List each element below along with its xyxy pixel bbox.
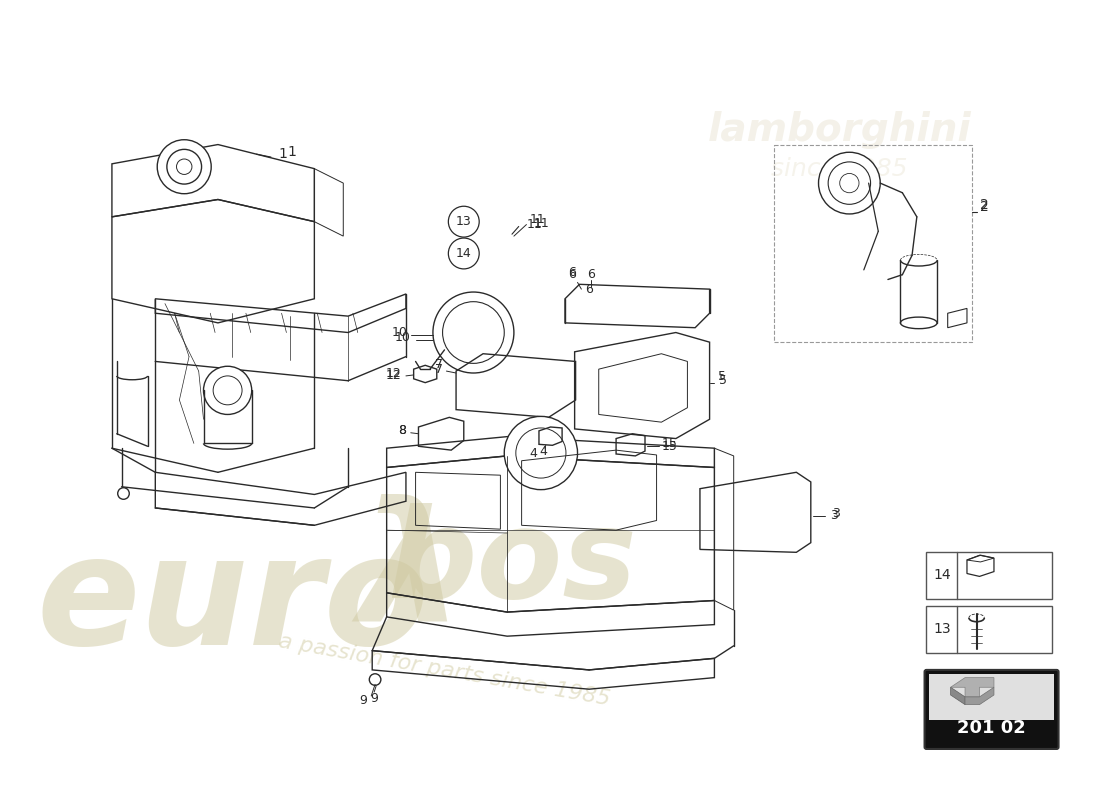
Text: 15: 15 (661, 440, 678, 453)
Text: 11: 11 (534, 217, 549, 230)
Circle shape (504, 416, 578, 490)
Text: 15: 15 (661, 437, 678, 450)
Text: 14: 14 (455, 247, 472, 260)
Bar (926, 552, 1052, 598)
Text: 3: 3 (830, 509, 838, 522)
Text: 7: 7 (434, 362, 442, 376)
Text: 1: 1 (278, 147, 287, 161)
Text: 4: 4 (539, 445, 547, 458)
Polygon shape (950, 678, 994, 697)
Circle shape (157, 140, 211, 194)
Text: 5: 5 (719, 374, 727, 387)
Circle shape (433, 292, 514, 373)
Bar (930, 674, 1054, 720)
Text: 6: 6 (585, 282, 593, 296)
Text: λ: λ (358, 492, 463, 655)
Text: 11: 11 (529, 214, 546, 226)
Text: 2: 2 (979, 200, 988, 214)
Text: 11: 11 (527, 218, 542, 231)
Text: 10: 10 (395, 331, 410, 344)
Text: 10: 10 (392, 326, 408, 339)
Text: 6: 6 (568, 268, 575, 281)
Text: 12: 12 (385, 370, 402, 382)
Circle shape (167, 150, 201, 184)
Circle shape (204, 366, 252, 414)
Text: since 1985: since 1985 (771, 157, 907, 181)
Circle shape (828, 162, 870, 204)
Bar (926, 606, 1052, 653)
Text: 4: 4 (529, 446, 537, 459)
Text: 6: 6 (587, 268, 595, 281)
Text: 3: 3 (832, 507, 840, 520)
Text: 12: 12 (385, 366, 402, 379)
Text: 6: 6 (568, 266, 575, 279)
Circle shape (449, 206, 480, 237)
Circle shape (118, 488, 130, 499)
Text: 7: 7 (434, 358, 442, 371)
Circle shape (516, 428, 566, 478)
Text: 5: 5 (718, 370, 726, 383)
Bar (774, 145, 971, 342)
Polygon shape (950, 687, 965, 705)
Text: bos: bos (387, 503, 637, 624)
Text: 8: 8 (398, 424, 406, 438)
Text: euro: euro (36, 528, 429, 677)
Text: 2: 2 (979, 198, 988, 212)
Text: 201 02: 201 02 (957, 718, 1025, 737)
Circle shape (370, 674, 381, 686)
Circle shape (818, 152, 880, 214)
Circle shape (839, 174, 859, 193)
Text: lamborghini: lamborghini (708, 111, 971, 149)
Text: 9: 9 (371, 692, 378, 706)
Text: 13: 13 (933, 622, 950, 637)
Polygon shape (965, 687, 994, 705)
Circle shape (449, 238, 480, 269)
Text: 1: 1 (288, 146, 297, 159)
Circle shape (176, 159, 191, 174)
Circle shape (442, 302, 504, 363)
Circle shape (213, 376, 242, 405)
Text: a passion for parts since 1985: a passion for parts since 1985 (277, 631, 612, 709)
Text: 8: 8 (398, 424, 406, 438)
Text: 14: 14 (933, 569, 950, 582)
Text: 9: 9 (360, 694, 367, 707)
FancyBboxPatch shape (925, 670, 1058, 749)
Text: 13: 13 (455, 215, 472, 228)
